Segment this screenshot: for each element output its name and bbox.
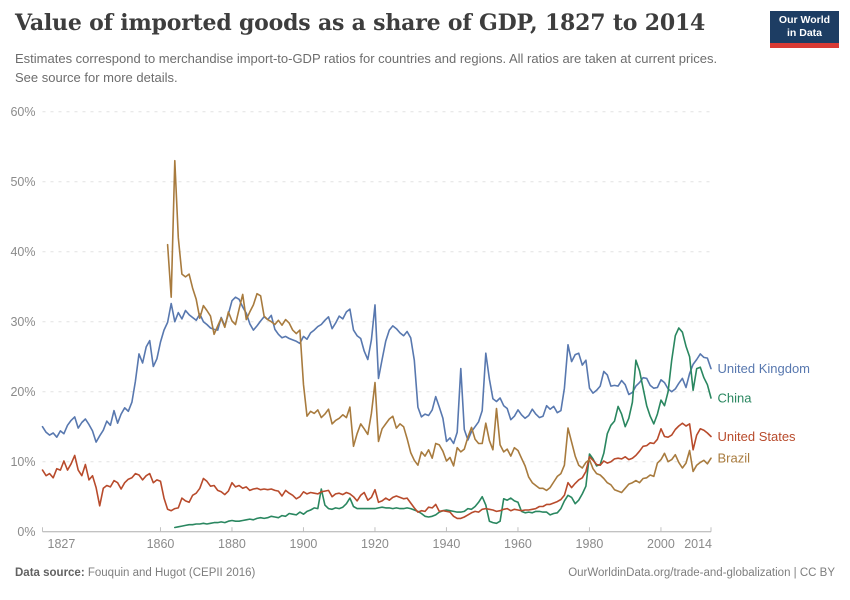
owid-logo-text-line1: Our World <box>778 13 831 26</box>
x-tick-label: 1880 <box>218 537 246 551</box>
x-tick-label: 1860 <box>147 537 175 551</box>
owid-logo[interactable]: Our World in Data <box>770 11 839 48</box>
y-tick-label: 20% <box>10 385 35 399</box>
x-tick-label: 1940 <box>433 537 461 551</box>
owid-url-link[interactable]: OurWorldinData.org/trade-and-globalizati… <box>568 567 791 579</box>
y-tick-label: 0% <box>17 525 35 539</box>
x-tick-label: 1920 <box>361 537 389 551</box>
y-tick-label: 30% <box>10 315 35 329</box>
owid-logo-text-line2: in Data <box>786 27 822 39</box>
chart-subtitle: Estimates correspond to merchandise impo… <box>15 51 718 85</box>
footer-right: OurWorldinData.org/trade-and-globalizati… <box>568 567 835 579</box>
x-tick-label: 1827 <box>48 537 76 551</box>
y-tick-label: 40% <box>10 245 35 259</box>
series-end-label-china[interactable]: China <box>718 391 753 406</box>
data-source-label: Data source: <box>15 567 85 579</box>
y-tick-label: 60% <box>10 105 35 119</box>
x-tick-label: 1900 <box>290 537 318 551</box>
series-line-brazil[interactable] <box>166 159 712 494</box>
series-end-label-united-states[interactable]: United States <box>718 429 797 444</box>
series-line-united-kingdom[interactable] <box>41 296 712 445</box>
series-end-label-united-kingdom[interactable]: United Kingdom <box>718 361 811 376</box>
data-source-text: Fouquin and Hugot (CEPII 2016) <box>84 567 256 579</box>
x-tick-label: 2014 <box>684 537 712 551</box>
page-title: Value of imported goods as a share of GD… <box>15 10 706 36</box>
y-tick-label: 50% <box>10 175 35 189</box>
x-tick-label: 1980 <box>576 537 604 551</box>
chart-footer: Data source: Fouquin and Hugot (CEPII 20… <box>15 567 835 579</box>
x-tick-label: 1960 <box>504 537 532 551</box>
license-text: | CC BY <box>790 567 835 579</box>
series-end-label-brazil[interactable]: Brazil <box>718 451 751 466</box>
series-line-china[interactable] <box>174 327 712 529</box>
series-line-united-states[interactable] <box>41 422 712 520</box>
y-tick-label: 10% <box>10 455 35 469</box>
x-tick-label: 2000 <box>647 537 675 551</box>
data-source: Data source: Fouquin and Hugot (CEPII 20… <box>15 567 255 579</box>
